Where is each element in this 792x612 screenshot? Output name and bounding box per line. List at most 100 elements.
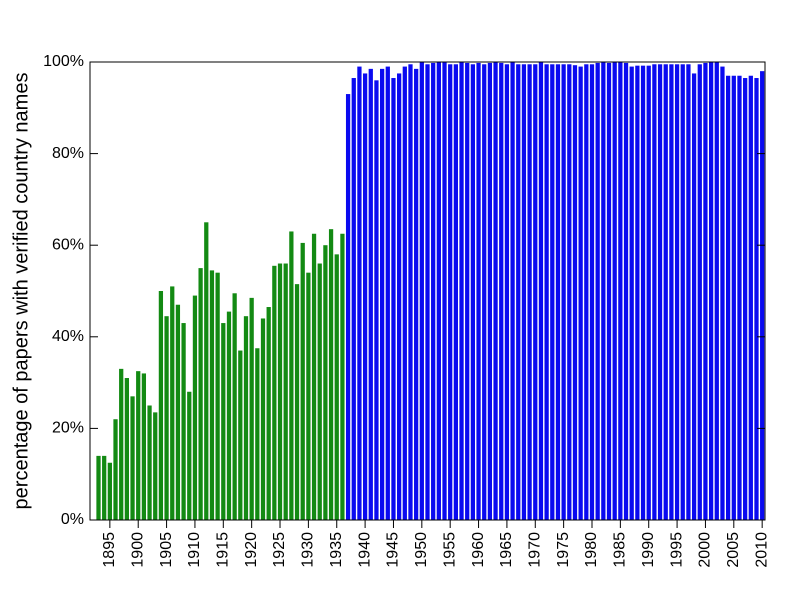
bar <box>470 64 476 520</box>
bar <box>731 75 736 521</box>
bar <box>743 78 748 520</box>
bar <box>686 64 691 520</box>
bar <box>277 263 283 520</box>
bar <box>136 371 141 520</box>
x-tick-label: 1940 <box>356 532 373 568</box>
bar <box>425 64 430 520</box>
bar <box>289 231 294 520</box>
bar <box>226 311 232 520</box>
y-axis-label: percentage of papers with verified count… <box>10 73 32 510</box>
bar <box>533 64 538 520</box>
bar <box>408 64 413 520</box>
x-tick-label: 1895 <box>101 532 118 568</box>
bar <box>107 462 112 520</box>
bar <box>544 64 549 520</box>
bar <box>584 64 589 520</box>
bar <box>714 62 719 520</box>
bar <box>601 62 606 520</box>
bar <box>181 323 186 520</box>
bar <box>283 263 288 520</box>
bar <box>720 66 725 520</box>
bar <box>595 62 600 520</box>
bar <box>334 254 339 521</box>
bar <box>323 245 328 520</box>
y-tick-label: 60% <box>52 236 84 253</box>
bar <box>102 455 107 520</box>
bar <box>482 64 487 520</box>
bar <box>640 65 646 520</box>
bar <box>521 64 527 520</box>
bar <box>391 78 396 520</box>
bar <box>340 233 345 520</box>
bar <box>606 62 612 520</box>
y-tick-label: 40% <box>52 328 84 345</box>
bar <box>538 62 544 520</box>
bar <box>300 242 305 520</box>
bar <box>436 62 441 520</box>
bar <box>504 64 510 520</box>
bar <box>459 62 464 520</box>
bar <box>657 64 663 520</box>
bar <box>578 66 583 520</box>
x-tick-label: 1970 <box>526 532 543 568</box>
bar <box>294 284 300 520</box>
bar <box>215 272 220 520</box>
x-tick-label: 1930 <box>300 532 317 568</box>
x-tick-label: 1995 <box>668 532 685 568</box>
bar <box>555 64 561 520</box>
bar <box>204 222 209 521</box>
bar <box>499 62 504 520</box>
bar <box>561 64 566 520</box>
bar <box>419 62 424 520</box>
bar <box>680 64 685 520</box>
bar <box>572 65 578 521</box>
bar <box>754 78 759 520</box>
bar <box>238 350 243 520</box>
bar <box>550 64 555 520</box>
x-tick-label: 2000 <box>697 532 714 568</box>
x-tick-label: 1925 <box>271 532 288 568</box>
bar <box>516 64 521 520</box>
bar <box>345 94 351 520</box>
x-tick-label: 1985 <box>612 532 629 568</box>
y-tick-label: 100% <box>43 53 84 70</box>
x-tick-label: 1945 <box>385 532 402 568</box>
bar <box>674 64 680 520</box>
x-tick-label: 1910 <box>186 532 203 568</box>
bar <box>402 66 407 520</box>
bar <box>453 64 458 520</box>
x-tick-label: 1920 <box>243 532 260 568</box>
bar <box>397 73 402 520</box>
x-tick-label: 1990 <box>640 532 657 568</box>
bar <box>567 64 572 520</box>
bar <box>527 64 532 520</box>
bar <box>737 75 742 521</box>
bar <box>158 291 164 520</box>
bar <box>379 68 385 521</box>
bar <box>266 307 271 520</box>
bar <box>255 348 260 520</box>
bar <box>448 64 453 520</box>
bar <box>726 75 731 521</box>
x-tick-label: 1955 <box>441 532 458 568</box>
y-tick-label: 80% <box>52 145 84 162</box>
bar <box>357 66 362 520</box>
bar <box>153 412 158 520</box>
bar <box>317 263 322 520</box>
bar <box>618 62 623 520</box>
bar <box>510 62 515 520</box>
bar <box>652 64 657 520</box>
x-tick-label: 1980 <box>583 532 600 568</box>
bar <box>760 71 765 520</box>
x-tick-label: 1905 <box>158 532 175 568</box>
bar <box>175 304 181 520</box>
bar <box>635 65 640 520</box>
x-tick-label: 1975 <box>555 532 572 568</box>
bar <box>119 368 124 520</box>
bar <box>351 78 356 520</box>
x-tick-label: 1965 <box>498 532 515 568</box>
x-tick-label: 1950 <box>413 532 430 568</box>
y-tick-label: 0% <box>61 511 84 528</box>
bar <box>493 62 498 520</box>
